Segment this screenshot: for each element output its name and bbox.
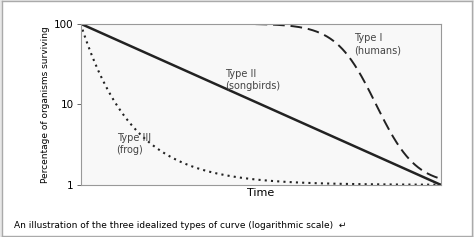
Text: Type I
(humans): Type I (humans) — [355, 33, 401, 56]
Text: An illustration of the three idealized types of curve (logarithmic scale)  ↵: An illustration of the three idealized t… — [14, 221, 346, 230]
Y-axis label: Percentage of organisms surviving: Percentage of organisms surviving — [41, 26, 50, 183]
Text: Type II
(songbirds): Type II (songbirds) — [225, 69, 280, 91]
Text: Type III
(frog): Type III (frog) — [117, 133, 151, 155]
X-axis label: Time: Time — [247, 188, 274, 198]
